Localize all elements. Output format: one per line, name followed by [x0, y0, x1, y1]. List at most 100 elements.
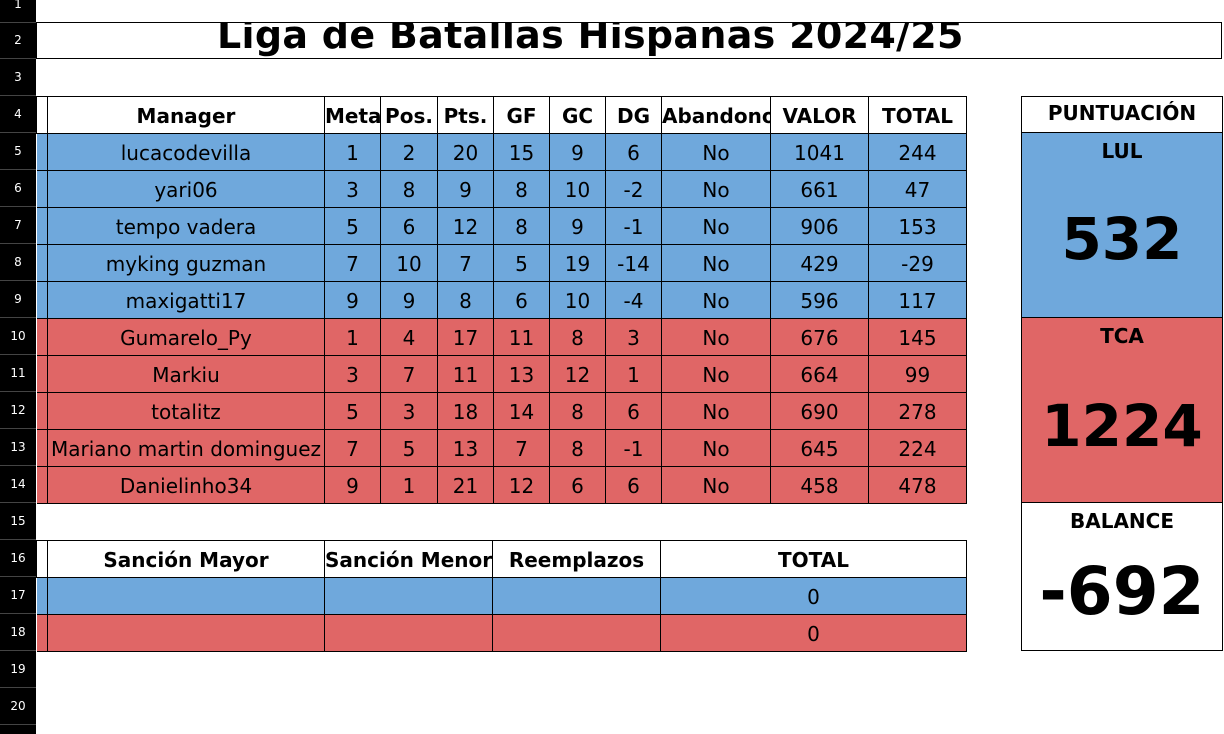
pts-cell[interactable]: 8	[437, 281, 494, 319]
row-edge-cell[interactable]	[36, 429, 48, 467]
row-number[interactable]: 10	[0, 318, 36, 355]
row-number[interactable]: 4	[0, 96, 36, 133]
gc-cell[interactable]: 8	[549, 429, 606, 467]
row-number[interactable]: 15	[0, 503, 36, 540]
row-number[interactable]: 14	[0, 466, 36, 503]
row-number[interactable]: 7	[0, 207, 36, 244]
gf-cell[interactable]: 8	[493, 170, 550, 208]
row-number[interactable]: 6	[0, 170, 36, 207]
gc-cell[interactable]: 12	[549, 355, 606, 393]
abandono-cell[interactable]: No	[661, 133, 771, 171]
row-number[interactable]: 19	[0, 651, 36, 688]
gc-cell[interactable]: 9	[549, 207, 606, 245]
meta-cell[interactable]: 1	[324, 318, 381, 356]
header-sancion-mayor[interactable]: Sanción Mayor	[47, 540, 325, 578]
dg-cell[interactable]: 6	[605, 392, 662, 430]
valor-cell[interactable]: 429	[770, 244, 869, 282]
pos-cell[interactable]: 4	[380, 318, 438, 356]
pts-cell[interactable]: 12	[437, 207, 494, 245]
header-sanctions-total[interactable]: TOTAL	[660, 540, 967, 578]
dg-cell[interactable]: -4	[605, 281, 662, 319]
valor-cell[interactable]: 676	[770, 318, 869, 356]
meta-cell[interactable]: 7	[324, 244, 381, 282]
gc-cell[interactable]: 6	[549, 466, 606, 504]
total-cell[interactable]: 99	[868, 355, 967, 393]
gf-cell[interactable]: 8	[493, 207, 550, 245]
pos-cell[interactable]: 1	[380, 466, 438, 504]
gc-cell[interactable]: 19	[549, 244, 606, 282]
abandono-cell[interactable]: No	[661, 207, 771, 245]
total-cell[interactable]: 117	[868, 281, 967, 319]
meta-cell[interactable]: 7	[324, 429, 381, 467]
total-cell[interactable]: -29	[868, 244, 967, 282]
header-sancion-menor[interactable]: Sanción Menor	[324, 540, 493, 578]
row-number[interactable]: 20	[0, 688, 36, 725]
pts-cell[interactable]: 9	[437, 170, 494, 208]
meta-cell[interactable]: 5	[324, 392, 381, 430]
dg-cell[interactable]: 6	[605, 133, 662, 171]
row-edge-cell[interactable]	[36, 355, 48, 393]
abandono-cell[interactable]: No	[661, 355, 771, 393]
total-cell[interactable]: 244	[868, 133, 967, 171]
meta-cell[interactable]: 3	[324, 355, 381, 393]
pos-cell[interactable]: 3	[380, 392, 438, 430]
sancion-menor-cell[interactable]	[324, 614, 493, 652]
row-number[interactable]: 17	[0, 577, 36, 614]
pos-cell[interactable]: 10	[380, 244, 438, 282]
gf-cell[interactable]: 13	[493, 355, 550, 393]
header-pts[interactable]: Pts.	[437, 96, 494, 134]
row-number[interactable]: 8	[0, 244, 36, 281]
total-cell[interactable]: 47	[868, 170, 967, 208]
dg-cell[interactable]: -14	[605, 244, 662, 282]
row-number[interactable]: 12	[0, 392, 36, 429]
pos-cell[interactable]: 2	[380, 133, 438, 171]
valor-cell[interactable]: 1041	[770, 133, 869, 171]
row-edge-cell[interactable]	[36, 466, 48, 504]
gf-cell[interactable]: 6	[493, 281, 550, 319]
gf-cell[interactable]: 11	[493, 318, 550, 356]
dg-cell[interactable]: 3	[605, 318, 662, 356]
gc-cell[interactable]: 8	[549, 318, 606, 356]
manager-cell[interactable]: Gumarelo_Py	[47, 318, 325, 356]
abandono-cell[interactable]: No	[661, 281, 771, 319]
row-number[interactable]: 5	[0, 133, 36, 170]
balance-cell[interactable]: BALANCE -692	[1021, 502, 1223, 651]
manager-cell[interactable]: totalitz	[47, 392, 325, 430]
pos-cell[interactable]: 6	[380, 207, 438, 245]
header-meta[interactable]: Meta	[324, 96, 381, 134]
total-cell[interactable]: 478	[868, 466, 967, 504]
header-abandono[interactable]: Abandono	[661, 96, 771, 134]
pos-cell[interactable]: 8	[380, 170, 438, 208]
gc-cell[interactable]: 8	[549, 392, 606, 430]
dg-cell[interactable]: 6	[605, 466, 662, 504]
manager-cell[interactable]: Markiu	[47, 355, 325, 393]
valor-cell[interactable]: 661	[770, 170, 869, 208]
meta-cell[interactable]: 9	[324, 281, 381, 319]
row-edge-cell[interactable]	[36, 170, 48, 208]
total-cell[interactable]: 224	[868, 429, 967, 467]
pts-cell[interactable]: 20	[437, 133, 494, 171]
meta-cell[interactable]: 1	[324, 133, 381, 171]
pts-cell[interactable]: 11	[437, 355, 494, 393]
row-edge-cell[interactable]	[36, 244, 48, 282]
pts-cell[interactable]: 17	[437, 318, 494, 356]
manager-cell[interactable]: tempo vadera	[47, 207, 325, 245]
pts-cell[interactable]: 21	[437, 466, 494, 504]
total-cell[interactable]: 153	[868, 207, 967, 245]
row-edge-cell[interactable]	[36, 318, 48, 356]
total-cell[interactable]: 278	[868, 392, 967, 430]
pts-cell[interactable]: 13	[437, 429, 494, 467]
meta-cell[interactable]: 9	[324, 466, 381, 504]
meta-cell[interactable]: 5	[324, 207, 381, 245]
manager-cell[interactable]: myking guzman	[47, 244, 325, 282]
header-edge-cell[interactable]	[36, 96, 48, 134]
manager-cell[interactable]: yari06	[47, 170, 325, 208]
valor-cell[interactable]: 906	[770, 207, 869, 245]
manager-cell[interactable]: Mariano martin dominguez	[47, 429, 325, 467]
gf-cell[interactable]: 14	[493, 392, 550, 430]
row-number[interactable]: 11	[0, 355, 36, 392]
valor-cell[interactable]: 664	[770, 355, 869, 393]
abandono-cell[interactable]: No	[661, 466, 771, 504]
header-total[interactable]: TOTAL	[868, 96, 967, 134]
sancion-mayor-cell[interactable]	[47, 614, 325, 652]
